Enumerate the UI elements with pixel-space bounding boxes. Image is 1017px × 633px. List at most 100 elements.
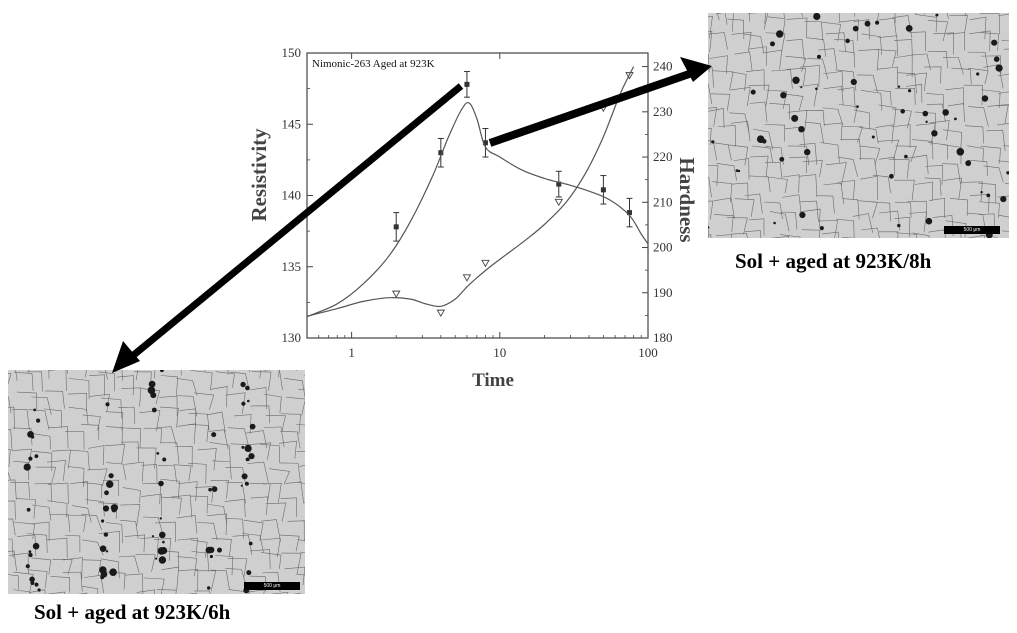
grain-boundary: [82, 559, 102, 577]
precipitate-dot: [240, 381, 246, 388]
grain-boundary: [771, 69, 793, 89]
grain-boundary: [834, 39, 855, 57]
grain-boundary: [875, 124, 895, 144]
grain-boundary: [268, 468, 291, 485]
grain-boundary: [49, 514, 71, 533]
grain-boundary: [837, 156, 859, 177]
grain-boundary: [733, 158, 750, 180]
grain-boundary: [979, 201, 1000, 219]
precipitate-dot: [761, 139, 767, 144]
grain-boundary: [122, 487, 141, 503]
grain-boundary: [8, 373, 12, 385]
grain-boundary: [246, 430, 268, 449]
grain-boundary: [120, 504, 141, 527]
grain-boundary: [734, 51, 753, 71]
grain-boundary: [65, 431, 85, 450]
precipitate-dot: [735, 169, 739, 173]
grain-boundary: [821, 21, 841, 42]
grain-boundary: [734, 198, 755, 217]
precipitate-dot: [737, 169, 741, 173]
grain-boundary: [8, 550, 17, 571]
grain-boundary: [197, 522, 218, 541]
precipitate-dot: [157, 547, 166, 555]
grain-boundary: [197, 448, 217, 471]
grain-boundary: [81, 513, 103, 531]
grain-boundary: [872, 174, 891, 193]
precipitate-dot: [241, 473, 248, 480]
grain-boundary: [798, 174, 818, 198]
grain-boundary: [979, 13, 1001, 35]
grain-boundary: [174, 445, 193, 468]
grain-boundary: [786, 17, 808, 39]
y-right-tick-label: 180: [653, 330, 673, 345]
grain-boundary: [838, 19, 859, 42]
grain-boundary: [979, 234, 998, 238]
grain-boundary: [215, 371, 235, 388]
grain-boundary: [805, 110, 825, 126]
grain-boundary: [949, 14, 968, 33]
precipitate-dot: [1006, 171, 1009, 175]
grain-boundary: [187, 592, 197, 594]
grain-boundary: [13, 589, 31, 594]
grain-boundary: [729, 112, 750, 134]
precipitate-dot: [105, 550, 109, 553]
grain-boundary: [210, 569, 230, 590]
grain-boundary: [16, 391, 38, 410]
grain-boundary: [782, 93, 804, 111]
grain-boundary: [912, 232, 930, 238]
grain-boundary: [31, 521, 50, 542]
grain-boundary: [895, 88, 916, 105]
grain-boundary: [8, 429, 13, 450]
grain-boundary: [207, 503, 228, 525]
precipitate-dot: [244, 444, 252, 452]
grain-boundary: [744, 193, 763, 214]
precipitate-dot: [248, 541, 253, 546]
precipitate-dot: [37, 588, 41, 592]
grain-boundary: [783, 174, 800, 193]
grain-boundary: [766, 176, 788, 194]
grain-boundary: [749, 155, 769, 178]
grain-boundary: [890, 124, 911, 148]
grain-boundary: [141, 464, 158, 483]
grain-boundary: [731, 31, 752, 52]
precipitate-dot: [27, 431, 34, 438]
grain-boundary: [251, 371, 272, 391]
grain-boundary: [873, 89, 892, 106]
precipitate-dot: [995, 64, 1003, 72]
hardness-point: [436, 309, 446, 318]
precipitate-dot: [897, 85, 901, 88]
grain-boundary: [770, 236, 790, 238]
grain-boundary: [748, 218, 765, 236]
y-right-tick-label: 200: [653, 240, 673, 255]
precipitate-dot: [207, 586, 211, 590]
grain-boundary: [296, 451, 305, 452]
grain-boundary: [12, 427, 33, 446]
grain-boundary: [769, 103, 790, 120]
grain-boundary: [212, 460, 232, 480]
precipitate-dot: [23, 463, 31, 471]
grain-boundary: [135, 554, 156, 572]
grain-boundary: [731, 182, 749, 200]
grain-boundary: [997, 91, 1009, 94]
grain-boundary: [878, 104, 897, 125]
grain-boundary: [155, 521, 176, 543]
grain-boundary: [105, 444, 126, 465]
precipitate-dot: [800, 86, 803, 89]
grain-boundary: [785, 55, 807, 73]
precipitate-dot: [900, 109, 905, 114]
grain-boundary: [188, 412, 210, 431]
precipitate-dot: [897, 223, 901, 228]
grain-boundary: [818, 48, 838, 70]
precipitate-dot: [942, 109, 949, 116]
grain-boundary: [297, 482, 305, 484]
hardness-point: [462, 274, 472, 282]
grain-boundary: [915, 14, 937, 33]
grain-boundary: [708, 127, 712, 146]
grain-boundary: [708, 67, 714, 88]
grain-boundary: [161, 550, 179, 570]
grain-boundary: [764, 124, 785, 142]
grain-boundary: [154, 538, 171, 561]
grain-boundary: [998, 214, 1009, 218]
grain-boundary: [296, 573, 305, 576]
precipitate-dot: [779, 156, 785, 162]
